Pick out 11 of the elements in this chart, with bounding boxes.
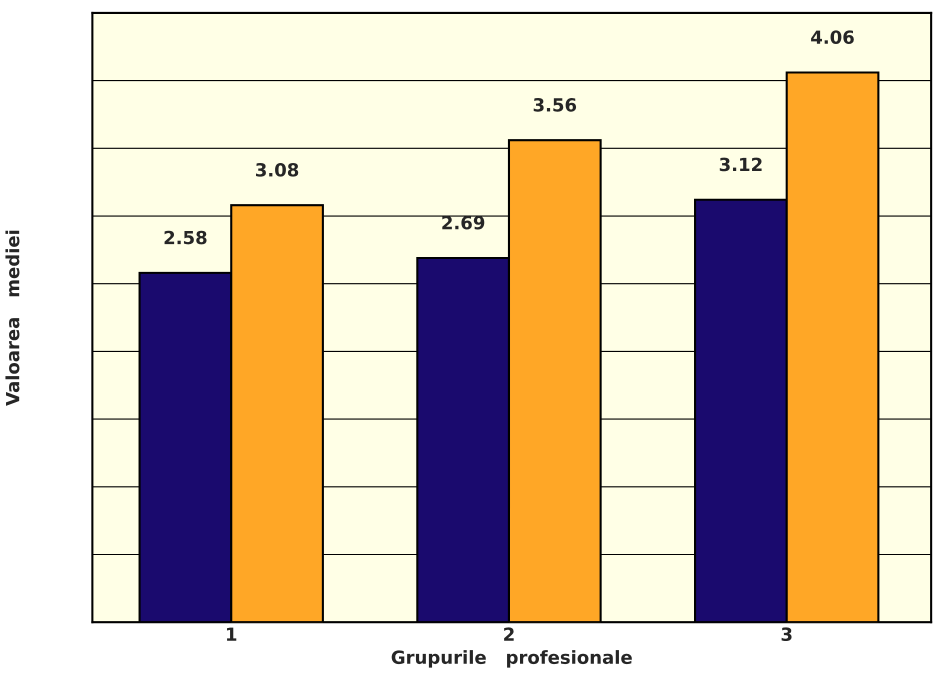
data-label: 3.08 <box>256 163 298 177</box>
x-tick-label: 3 <box>782 627 792 642</box>
x-tick-label: 2 <box>504 627 514 641</box>
data-label: 2.69 <box>442 216 484 230</box>
data-label: 2.58 <box>164 230 207 244</box>
y-axis-title: Valoarea mediei <box>5 230 20 406</box>
x-axis-title: Grupurile profesionale <box>392 650 632 668</box>
data-label: 3.12 <box>720 158 762 172</box>
data-label: 4.06 <box>811 30 854 44</box>
data-label: 3.56 <box>534 98 576 112</box>
x-tick-label: 1 <box>226 628 236 641</box>
